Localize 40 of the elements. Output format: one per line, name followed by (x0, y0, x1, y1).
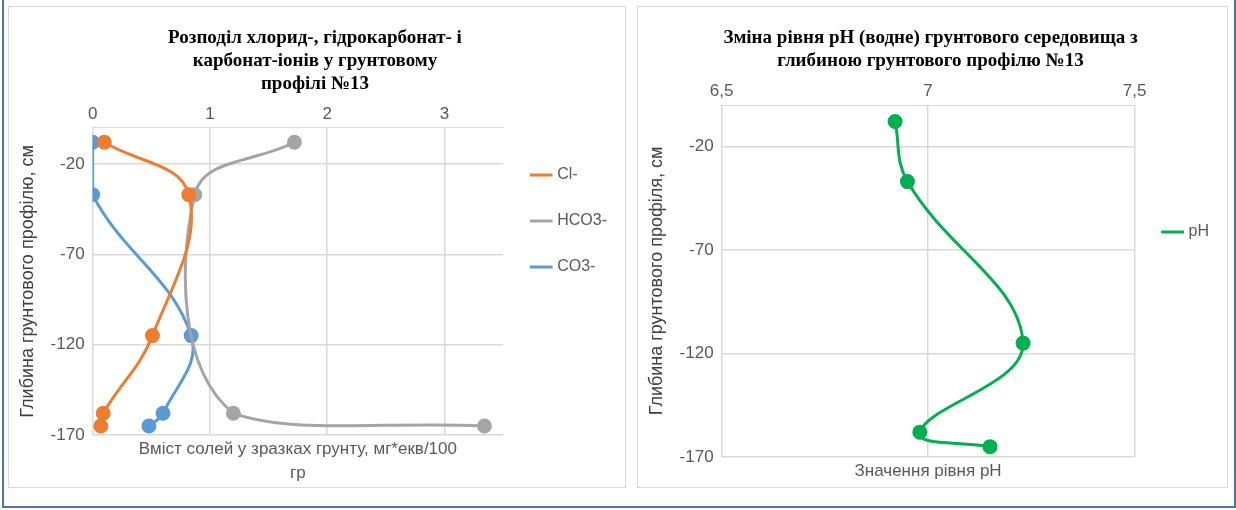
legend-label: Cl- (557, 165, 578, 183)
x-axis-title: Вміст солей у зразках грунту, мг*екв/100 гр (138, 439, 457, 483)
y-tick-label: -170 (679, 446, 714, 466)
legend-label: CO3- (557, 257, 596, 275)
x-tick-label: 3 (439, 104, 450, 124)
point (225, 405, 241, 421)
point (286, 134, 302, 150)
y-tick-label: -120 (50, 334, 85, 354)
legend-label: pH (1188, 222, 1209, 240)
legend-label: HCO3- (557, 211, 607, 229)
x-axis-title: Значення рівня pH (854, 461, 1002, 481)
y-tick-label: -70 (689, 239, 714, 259)
x-tick-label: 2 (322, 104, 332, 124)
chart-title: Розподіл хлорид-, гідрокарбонат- і карбонат-іонів у грунтовому профілі №13 (168, 26, 462, 93)
y-tick-label: -170 (50, 424, 85, 444)
x-tick-label: 0 (87, 104, 98, 124)
point (887, 114, 903, 130)
point (96, 134, 112, 150)
point (93, 418, 109, 434)
point (95, 405, 111, 421)
point (141, 418, 157, 434)
chart-title: Зміна рівня pH (водне) грунтового середовища з глибиною грунтового профілю №13 (723, 26, 1138, 71)
x-tick-label: 7,5 (1122, 81, 1147, 101)
y-tick-label: -120 (679, 343, 714, 363)
point (181, 187, 197, 203)
y-tick-label: -20 (689, 136, 714, 156)
point (899, 174, 915, 190)
point (144, 328, 160, 344)
x-tick-label: 6,5 (709, 81, 734, 101)
x-tick-label: 7 (923, 81, 933, 101)
y-tick-label: -20 (60, 153, 85, 173)
point (912, 424, 928, 440)
point (982, 439, 998, 455)
y-axis-title: Глибина грунтового профіля, см (645, 146, 666, 416)
x-tick-label: 1 (205, 104, 215, 124)
point (1015, 335, 1031, 351)
point (476, 418, 492, 434)
y-axis-title: Глибина грунтового профілю, см (16, 145, 37, 418)
point (155, 405, 171, 421)
y-tick-label: -70 (60, 243, 85, 263)
